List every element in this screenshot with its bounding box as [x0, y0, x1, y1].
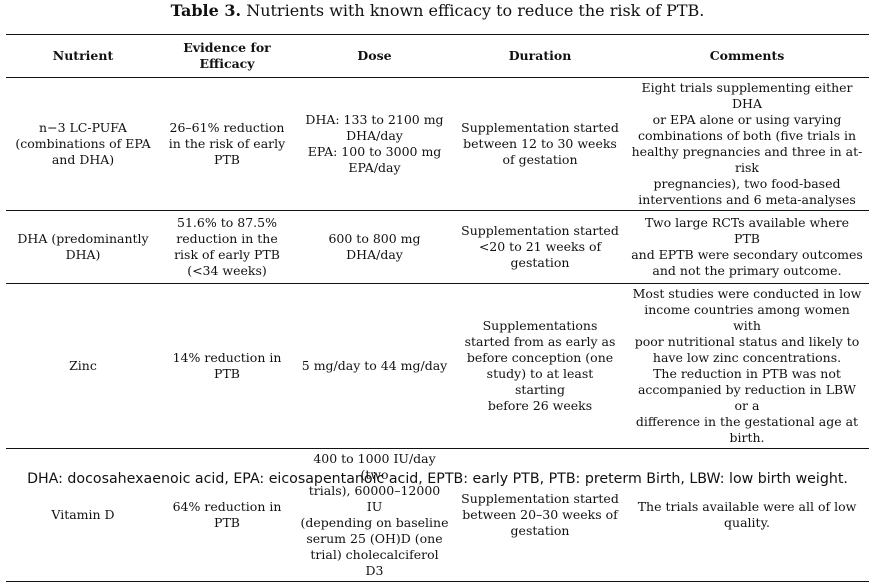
cell-comments: Most studies were conducted in low incom…	[632, 286, 862, 445]
cell-nutrient: Zinc	[69, 358, 97, 373]
table-row: Zinc 14% reduction in PTB 5 mg/day to 44…	[6, 284, 869, 449]
cell-comments: Two large RCTs available where PTB and E…	[631, 215, 863, 278]
caption-text: Nutrients with known efficacy to reduce …	[246, 1, 705, 20]
header-dose: Dose	[357, 48, 392, 63]
cell-evidence: 51.6% to 87.5% reduction in the risk of …	[174, 215, 280, 278]
header-duration: Duration	[508, 48, 572, 63]
cell-duration: Supplementation started <20 to 21 weeks …	[461, 223, 619, 270]
cell-evidence: 14% reduction in PTB	[172, 350, 282, 381]
table-footnote: DHA: docosahexaenoic acid, EPA: eicosape…	[27, 471, 848, 487]
header-nutrient: Nutrient	[52, 48, 114, 63]
cell-dose: 5 mg/day to 44 mg/day	[301, 358, 448, 373]
cell-nutrient: DHA (predominantly DHA)	[17, 231, 149, 262]
nutrients-table: Nutrient Evidence for Efficacy Dose Dura…	[6, 34, 869, 582]
caption-label: Table 3.	[170, 1, 242, 20]
cell-dose: 600 to 800 mg DHA/day	[328, 231, 421, 262]
cell-dose: DHA: 133 to 2100 mg DHA/day EPA: 100 to …	[305, 112, 444, 175]
table-header-row: Nutrient Evidence for Efficacy Dose Dura…	[6, 34, 869, 78]
table-row: n−3 LC-PUFA (combinations of EPA and DHA…	[6, 78, 869, 211]
header-comments: Comments	[709, 48, 785, 63]
cell-duration: Supplementation started between 12 to 30…	[461, 120, 619, 167]
cell-evidence: 26–61% reduction in the risk of early PT…	[168, 120, 286, 167]
cell-nutrient: n−3 LC-PUFA (combinations of EPA and DHA…	[15, 120, 151, 167]
table-caption: Table 3. Nutrients with known efficacy t…	[0, 0, 875, 22]
table-row: DHA (predominantly DHA) 51.6% to 87.5% r…	[6, 211, 869, 284]
cell-duration: Supplementations started from as early a…	[464, 318, 616, 413]
cell-comments: Eight trials supplementing either DHA or…	[631, 80, 863, 207]
header-evidence: Evidence for Efficacy	[183, 40, 271, 71]
